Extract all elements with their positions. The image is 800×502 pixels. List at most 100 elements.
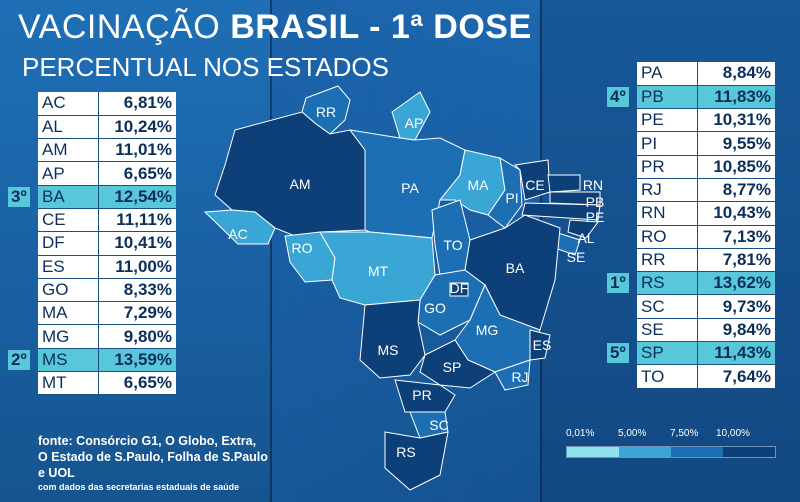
rank-badge: 4º: [607, 86, 629, 107]
state-percentage: 9,80%: [98, 324, 176, 349]
state-shape-es: [529, 329, 551, 361]
state-row: SE 9,84%: [637, 318, 775, 343]
state-shape-ce: [513, 159, 551, 201]
map-state-label: ES: [533, 337, 552, 353]
source-text: fonte: Consórcio G1, O Globo, Extra, O E…: [38, 434, 268, 480]
state-percentage: 6,65%: [98, 371, 176, 396]
state-code: CE: [38, 208, 99, 233]
source-note: fonte: Consórcio G1, O Globo, Extra, O E…: [38, 433, 268, 494]
legend-swatch-4: [723, 447, 775, 457]
color-legend: 0,01% 5,00% 7,50% 10,00%: [566, 428, 776, 458]
state-row: RO 7,13%: [637, 225, 775, 249]
state-percentage: 7,64%: [697, 364, 775, 389]
map-state-label: AL: [577, 230, 594, 246]
map-state-label: PR: [412, 387, 431, 403]
state-code: AL: [38, 115, 99, 140]
state-percentage: 9,84%: [697, 318, 775, 343]
state-percentage: 9,55%: [697, 131, 775, 156]
state-code: SE: [637, 318, 698, 343]
rank-badge: 1º: [607, 273, 629, 294]
state-code: PB: [637, 85, 698, 110]
state-row: AL 10,24%: [38, 115, 176, 140]
state-code: ES: [38, 255, 99, 279]
title-bold: BRASIL - 1ª DOSE: [230, 8, 532, 46]
state-row: PB 11,83%: [637, 85, 775, 110]
state-row: MA 7,29%: [38, 301, 176, 326]
state-row: GO 8,33%: [38, 278, 176, 303]
state-percentage: 8,33%: [98, 278, 176, 303]
state-percentage: 9,73%: [697, 294, 775, 319]
state-percentage: 8,84%: [697, 62, 775, 86]
map-state-label: PB: [586, 194, 605, 210]
map-state-label: MS: [378, 342, 399, 358]
state-percentage: 8,77%: [697, 178, 775, 203]
page-title: VACINAÇÃO BRASIL - 1ª DOSE: [18, 8, 532, 47]
state-percentage: 11,11%: [98, 208, 176, 233]
state-code: AP: [38, 161, 99, 186]
states-table-right: PA 8,84% PB 11,83% PE 10,31% PI 9,55% PR 10,85% RJ…: [637, 62, 775, 389]
map-state-label: RO: [292, 240, 313, 256]
state-row: RN 10,43%: [637, 201, 775, 226]
map-state-label: RN: [583, 177, 603, 193]
state-percentage: 11,00%: [98, 255, 176, 279]
state-row: CE 11,11%: [38, 208, 176, 233]
rank-badge: 2º: [8, 349, 30, 370]
legend-tick: 0,01%: [566, 428, 595, 439]
legend-swatch-3: [671, 447, 723, 457]
map-state-label: AM: [290, 176, 311, 192]
state-code: DF: [38, 231, 99, 256]
state-row: MS 13,59%: [38, 348, 176, 373]
state-row: AP 6,65%: [38, 161, 176, 186]
map-state-label: DF: [450, 280, 469, 296]
map-state-label: CE: [525, 177, 544, 193]
state-row: AC 6,81%: [38, 92, 176, 116]
state-code: RO: [637, 225, 698, 249]
state-percentage: 10,31%: [697, 108, 775, 133]
map-state-label: RS: [396, 444, 415, 460]
state-shape-ap: [391, 91, 431, 141]
map-state-label: MT: [368, 263, 389, 279]
state-row: ES 11,00%: [38, 255, 176, 279]
state-percentage: 6,65%: [98, 161, 176, 186]
state-row: PA 8,84%: [637, 62, 775, 86]
state-shape-pr: [394, 379, 456, 413]
rank-badge: 5º: [607, 343, 629, 364]
state-percentage: 10,24%: [98, 115, 176, 140]
legend-tick: 10,00%: [716, 428, 750, 439]
legend-tick: 7,50%: [670, 428, 699, 439]
state-shape-pe: [521, 202, 601, 221]
state-code: PA: [637, 62, 698, 86]
state-row: TO 7,64%: [637, 364, 775, 389]
page-subtitle: PERCENTUAL NOS ESTADOS: [22, 52, 389, 82]
state-percentage: 10,41%: [98, 231, 176, 256]
state-code: MT: [38, 371, 99, 396]
state-shape-df: [449, 282, 469, 297]
map-state-label: PE: [586, 209, 605, 225]
map-state-label: RJ: [511, 369, 528, 385]
state-code: MS: [38, 348, 99, 373]
state-row: SP 11,43%: [637, 341, 775, 366]
state-percentage: 11,83%: [697, 85, 775, 110]
state-percentage: 7,81%: [697, 248, 775, 273]
state-shape-al: [567, 219, 599, 239]
state-shape-ms: [359, 299, 426, 379]
state-code: RR: [637, 248, 698, 273]
state-code: RN: [637, 201, 698, 226]
state-row: RJ 8,77%: [637, 178, 775, 203]
state-percentage: 7,29%: [98, 301, 176, 326]
state-row: RR 7,81%: [637, 248, 775, 273]
state-row: PI 9,55%: [637, 131, 775, 156]
state-percentage: 10,43%: [697, 201, 775, 226]
state-code: GO: [38, 278, 99, 303]
state-row: BA 12,54%: [38, 185, 176, 209]
state-shape-sp: [419, 339, 497, 389]
source-subnote: com dados das secretarias estaduais de s…: [38, 482, 240, 492]
legend-bar: [566, 446, 776, 458]
map-shapes: [203, 85, 601, 491]
state-percentage: 11,01%: [98, 138, 176, 163]
rank-badge: 3º: [8, 186, 30, 207]
state-shape-ac: [203, 209, 276, 245]
map-state-label: TO: [443, 237, 462, 253]
map-state-label: SP: [443, 359, 462, 375]
legend-ticks: 0,01% 5,00% 7,50% 10,00%: [566, 428, 776, 442]
